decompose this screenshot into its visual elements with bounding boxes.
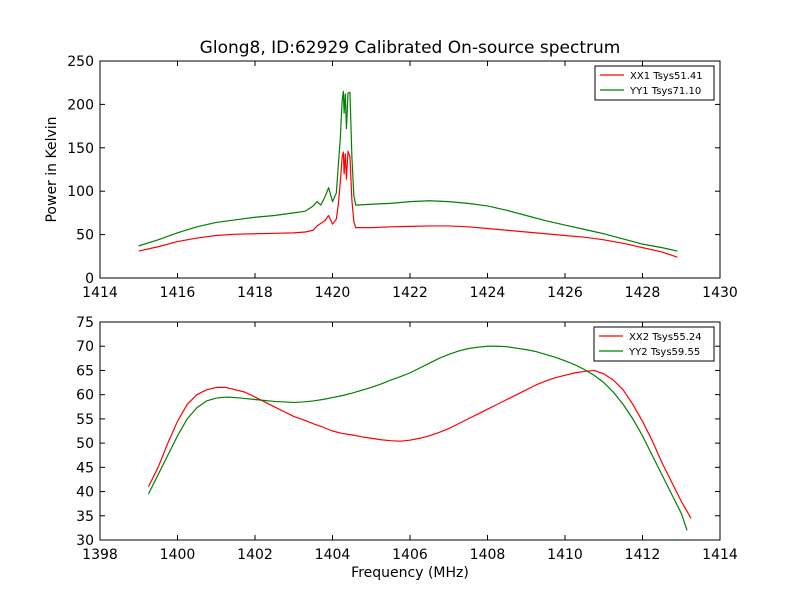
y-tick-label: 50 — [76, 436, 94, 452]
x-tick-label: 1402 — [237, 547, 273, 563]
y-tick-label: 30 — [76, 533, 94, 549]
legend-entry: YY1 Tsys71.10 — [629, 86, 701, 97]
x-tick-label: 1408 — [470, 547, 506, 563]
series-line-yy2 — [147, 345, 688, 531]
x-tick-label: 1418 — [237, 285, 273, 301]
y-tick-label: 200 — [67, 97, 94, 113]
series-line-xx1 — [138, 150, 678, 258]
legend-entry: XX2 Tsys55.24 — [629, 332, 702, 343]
y-tick-label: 75 — [76, 315, 94, 331]
x-tick-label: 1414 — [82, 285, 118, 301]
y-tick-label: 45 — [76, 460, 94, 476]
y-tick-label: 65 — [76, 363, 94, 379]
legend-entry: YY2 Tsys59.55 — [628, 347, 700, 358]
y-tick-label: 55 — [76, 412, 94, 428]
y-tick-label: 0 — [85, 271, 94, 287]
bottom-plot: 1398 1400 1402 1404 1406 1408 1410 1412 1414 30 35… — [76, 315, 738, 581]
y-tick-label: 35 — [76, 509, 94, 525]
y-tick-label: 50 — [76, 228, 94, 244]
figure-title: Glong8, ID:62929 Calibrated On-source sp… — [200, 38, 621, 58]
y-tick-label: 100 — [67, 184, 94, 200]
x-tick-label: 1422 — [392, 285, 428, 301]
x-tick-label: 1424 — [470, 285, 506, 301]
x-tick-label: 1410 — [547, 547, 583, 563]
legend-entry: XX1 Tsys51.41 — [630, 71, 703, 82]
y-tick-label: 70 — [76, 339, 94, 355]
x-tick-label: 1406 — [392, 547, 428, 563]
series-line-yy1 — [138, 90, 678, 252]
legend-box — [593, 326, 715, 362]
y-tick-label: 40 — [76, 485, 94, 501]
x-tick-label: 1412 — [625, 547, 661, 563]
top-plot: 1414 1416 1418 1420 1422 1424 1426 1428 1430 0 50 1… — [44, 54, 738, 301]
bottom-legend: XX2 Tsys55.24 YY2 Tsys59.55 — [593, 326, 715, 362]
x-tick-label: 1426 — [547, 285, 583, 301]
x-tick-label: 1404 — [315, 547, 351, 563]
top-legend: XX1 Tsys51.41 YY1 Tsys71.10 — [594, 65, 715, 101]
x-tick-label: 1400 — [160, 547, 196, 563]
x-tick-label: 1420 — [315, 285, 351, 301]
x-tick-label: 1414 — [702, 547, 738, 563]
x-tick-label: 1430 — [702, 285, 738, 301]
y-axis-label: Power in Kelvin — [44, 116, 60, 222]
x-axis-label: Frequency (MHz) — [351, 565, 469, 581]
x-tick-label: 1398 — [82, 547, 118, 563]
x-tick-label: 1428 — [625, 285, 661, 301]
y-tick-label: 250 — [67, 54, 94, 70]
x-tick-label: 1416 — [160, 285, 196, 301]
series-line-xx2 — [147, 369, 692, 519]
y-tick-label: 150 — [67, 141, 94, 157]
legend-box — [594, 65, 715, 101]
y-tick-label: 60 — [76, 388, 94, 404]
